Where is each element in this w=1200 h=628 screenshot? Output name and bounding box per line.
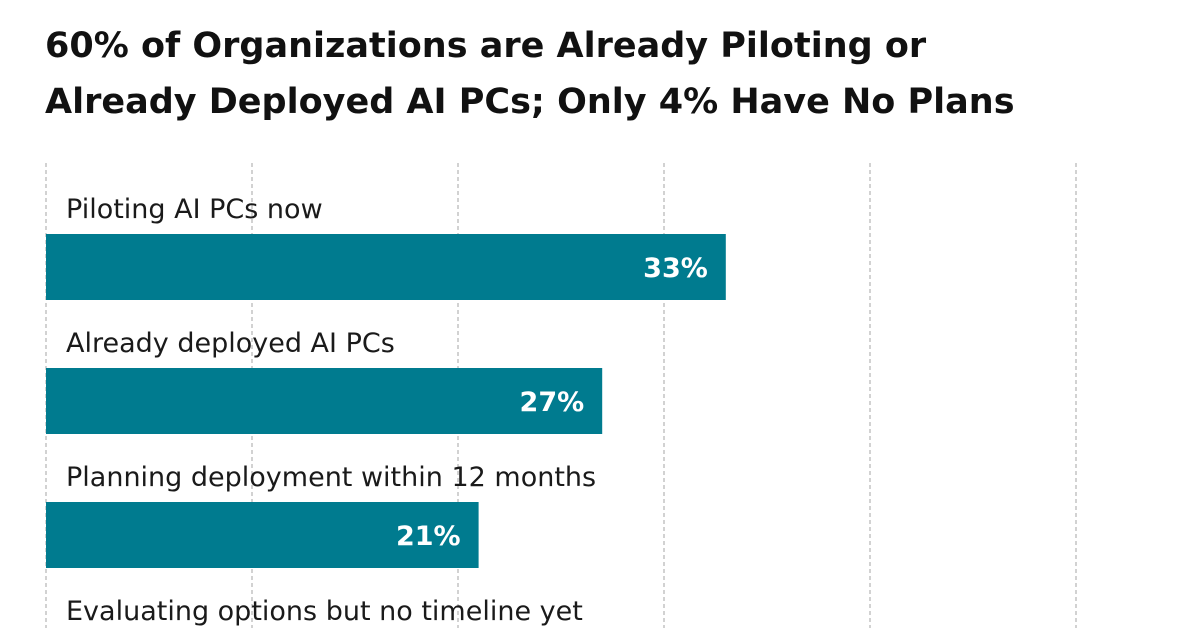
bar <box>46 368 603 434</box>
bar <box>46 234 726 300</box>
category-label: Already deployed AI PCs <box>66 328 395 359</box>
bar-value-label: 21% <box>396 521 461 552</box>
chart-title: 60% of Organizations are Already Pilotin… <box>45 18 1185 130</box>
bar <box>46 502 479 568</box>
category-label: Evaluating options but no timeline yet <box>66 596 583 627</box>
bar-value-label: 27% <box>520 387 585 418</box>
chart-title-line-1: 60% of Organizations are Already Pilotin… <box>45 26 927 66</box>
bar-value-label: 33% <box>643 253 708 284</box>
category-label: Planning deployment within 12 months <box>66 462 596 493</box>
chart-title-line-2: Already Deployed AI PCs; Only 4% Have No… <box>45 82 1015 122</box>
category-label: Piloting AI PCs now <box>66 194 323 225</box>
